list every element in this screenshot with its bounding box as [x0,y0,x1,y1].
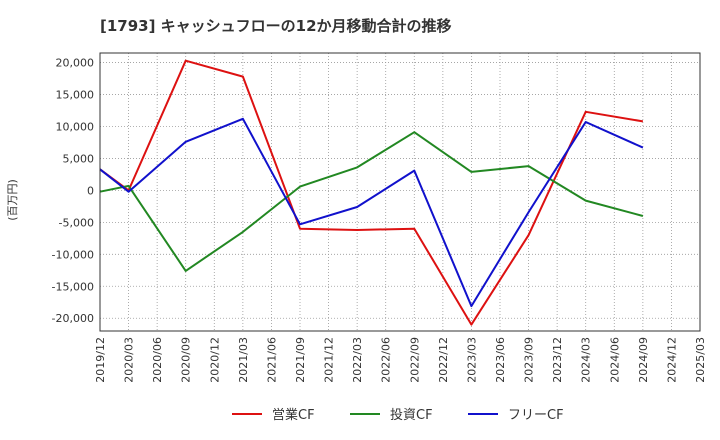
legend-label: フリーCF [508,408,564,423]
x-tick-label: 2022/03 [351,337,364,383]
x-tick-labels: 2019/12 2020/03 2020/06 2020/09 2020/12 2021/… [94,337,707,383]
x-tick-label: 2020/06 [151,337,164,383]
y-tick-label: -5,000 [59,216,94,229]
x-tick-label: 2023/06 [494,337,507,383]
series-line [99,131,644,272]
x-tick-label: 2021/09 [294,337,307,383]
x-tick-label: 2021/06 [265,337,278,383]
y-tick-label: -20,000 [52,312,94,325]
grid [99,53,701,331]
x-tick-label: 2022/06 [380,337,393,383]
x-tick-label: 2022/09 [408,337,421,383]
x-tick-label: 2020/09 [180,337,193,383]
y-tick-labels: -20,000 -15,000 -10,000 -5,000 0 5,000 10,000 1… [52,57,94,326]
y-tick-label: 15,000 [56,89,95,102]
x-tick-label: 2024/12 [665,337,678,383]
x-tick-label: 2021/03 [237,337,250,383]
series-line [99,117,644,308]
y-axis-label: (百万円) [6,179,19,221]
x-tick-label: 2023/09 [523,337,536,383]
x-tick-label: 2024/03 [580,337,593,383]
y-tick-label: -15,000 [52,280,94,293]
legend-label: 営業CF [272,407,315,423]
legend: 営業CF 投資CF フリーCF [232,407,564,423]
y-tick-label: 5,000 [63,152,95,165]
plot-frame [99,52,701,332]
x-tick-label: 2019/12 [94,337,107,383]
y-tick-label: 0 [87,184,94,197]
x-tick-label: 2022/12 [437,337,450,383]
x-tick-label: 2020/03 [123,337,136,383]
x-tick-label: 2020/12 [208,337,221,383]
y-tick-label: -10,000 [52,248,94,261]
series-lines [99,59,644,326]
x-tick-label: 2023/12 [551,337,564,383]
x-tick-label: 2021/12 [323,337,336,383]
x-tick-label: 2024/06 [608,337,621,383]
legend-label: 投資CF [390,407,433,423]
series-line [99,59,644,326]
x-tick-label: 2025/03 [694,337,707,383]
x-tick-label: 2024/09 [637,337,650,383]
y-tick-label: 20,000 [56,57,95,70]
y-tick-label: 10,000 [56,120,95,133]
x-tick-label: 2023/03 [465,337,478,383]
chart-title: [1793] キャッシュフローの12か月移動合計の推移 [100,17,452,35]
